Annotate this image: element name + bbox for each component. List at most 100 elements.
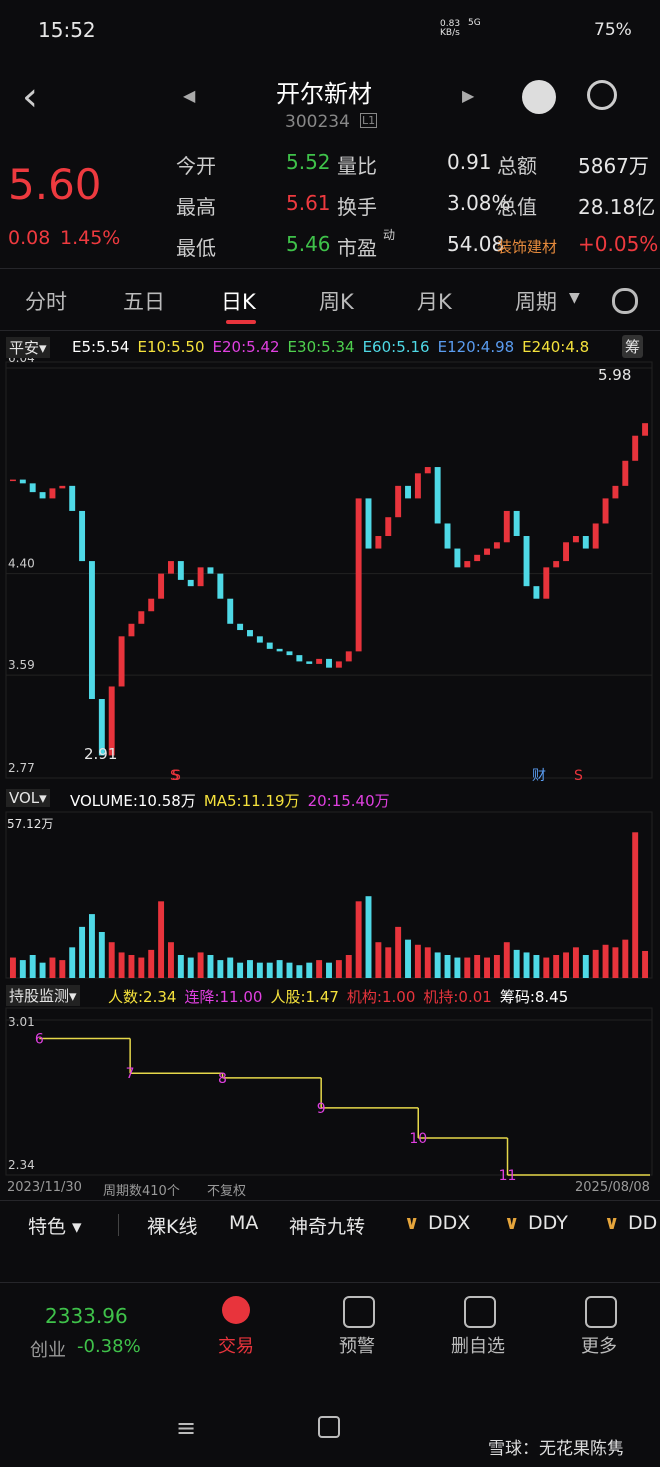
next[interactable]: ▶ bbox=[462, 86, 475, 105]
nav-icon[interactable] bbox=[464, 1296, 496, 1328]
mascot[interactable] bbox=[522, 80, 556, 114]
volume-bar bbox=[138, 957, 145, 978]
volume-bar bbox=[375, 942, 382, 978]
index-change: -0.38% bbox=[77, 1336, 141, 1357]
step-label: 11 bbox=[499, 1168, 517, 1184]
tool[interactable]: 裸K线 bbox=[147, 1216, 198, 1238]
volume-bar bbox=[88, 914, 95, 978]
candle bbox=[345, 651, 352, 662]
volume-bar bbox=[345, 954, 352, 978]
candle bbox=[632, 435, 639, 461]
network: 5G bbox=[468, 18, 481, 28]
tab[interactable]: 周K bbox=[319, 290, 354, 314]
home-key[interactable] bbox=[318, 1416, 340, 1438]
tab[interactable]: 五日 bbox=[123, 290, 165, 314]
selector-text: 持股监测 bbox=[9, 987, 70, 1005]
volume-bar bbox=[434, 952, 441, 978]
volume-bar bbox=[247, 960, 253, 978]
nav-label[interactable]: 交易 bbox=[218, 1336, 254, 1357]
volume-bar bbox=[464, 957, 471, 978]
candle bbox=[39, 492, 46, 499]
stock-name: 开尔新材 bbox=[276, 80, 372, 108]
volume-bar bbox=[207, 954, 214, 978]
tool[interactable]: DDY bbox=[528, 1212, 568, 1234]
nav-label[interactable]: 删自选 bbox=[451, 1336, 505, 1357]
volume-bar bbox=[553, 954, 560, 978]
plot-frame bbox=[5, 1007, 653, 1176]
ma-selector[interactable]: 平安▾ bbox=[6, 337, 50, 358]
candle bbox=[138, 611, 145, 624]
holder-item: 人股:1.47 bbox=[270, 988, 339, 1006]
prev[interactable]: ◀ bbox=[183, 86, 196, 105]
vol-item: VOLUME:10.58万 bbox=[70, 792, 196, 810]
volume-bar bbox=[217, 960, 224, 978]
v-icon: ∨ bbox=[404, 1212, 420, 1234]
stat-label: 总值 bbox=[497, 195, 537, 219]
candle bbox=[49, 488, 56, 499]
ma-item: E30:5.34 bbox=[287, 338, 355, 356]
tab[interactable]: 日K bbox=[221, 290, 256, 314]
stat-value: 54.08 bbox=[447, 232, 505, 256]
volume-bar bbox=[355, 901, 362, 978]
volume-bar bbox=[474, 954, 481, 978]
stat-label: 最高 bbox=[176, 195, 216, 219]
candle bbox=[177, 561, 184, 580]
candle bbox=[88, 561, 95, 700]
stat-value: +0.05% bbox=[578, 232, 659, 256]
x-start: 2023/11/30 bbox=[7, 1180, 82, 1195]
volume-bar bbox=[612, 947, 619, 978]
search[interactable] bbox=[587, 80, 617, 110]
volume-bar bbox=[98, 931, 105, 978]
volume-bar bbox=[197, 952, 204, 978]
volume-bar bbox=[128, 954, 135, 978]
tab[interactable]: 月K bbox=[417, 290, 452, 314]
nav-label[interactable]: 更多 bbox=[581, 1336, 617, 1357]
menu-text: 特色 bbox=[28, 1216, 67, 1238]
volume-bar bbox=[306, 962, 313, 978]
volume-bar bbox=[484, 957, 490, 978]
nav-icon[interactable] bbox=[343, 1296, 375, 1328]
v-icon: ∨ bbox=[504, 1212, 520, 1234]
adjust: 不复权 bbox=[207, 1184, 247, 1199]
candle bbox=[572, 536, 579, 543]
candle bbox=[553, 561, 560, 568]
tool[interactable]: MA bbox=[229, 1212, 259, 1234]
candle bbox=[474, 554, 481, 562]
tab[interactable]: 周期 bbox=[515, 290, 557, 314]
feature-menu[interactable]: 特色 ▾ bbox=[28, 1216, 82, 1238]
tab[interactable]: 分时 bbox=[25, 290, 67, 314]
tool[interactable]: DDX bbox=[428, 1212, 471, 1234]
clock: 15:52 bbox=[38, 18, 96, 42]
ma-legend: E5:5.54 E10:5.50 E20:5.42 E30:5.34 E60:5.16 E… bbox=[72, 338, 597, 356]
candle bbox=[454, 548, 461, 568]
candle bbox=[207, 567, 214, 574]
volume-bar bbox=[19, 960, 26, 978]
signal-marker: S bbox=[170, 768, 179, 784]
candle bbox=[128, 623, 135, 637]
nav-icon[interactable] bbox=[585, 1296, 617, 1328]
tool[interactable]: DD bbox=[628, 1212, 658, 1234]
chip-button[interactable]: 筹 bbox=[622, 335, 644, 358]
tool[interactable]: 神奇九转 bbox=[289, 1216, 366, 1238]
ma-item: E240:4.8 bbox=[522, 338, 590, 356]
candle bbox=[622, 460, 629, 486]
menu-key[interactable]: ≡ bbox=[176, 1414, 197, 1442]
holder-item: 机构:1.00 bbox=[346, 988, 416, 1006]
change: 0.08 bbox=[8, 227, 51, 249]
stat-sup: 动 bbox=[383, 228, 396, 242]
candle bbox=[266, 642, 273, 649]
nav-icon[interactable] bbox=[222, 1296, 250, 1324]
settings[interactable] bbox=[612, 288, 638, 314]
candle bbox=[306, 661, 313, 664]
stat-label: 最低 bbox=[176, 236, 216, 260]
holder-selector[interactable]: 持股监测▾ bbox=[6, 985, 80, 1006]
dropdown: ▼ bbox=[569, 290, 580, 306]
tab-underline bbox=[226, 320, 256, 324]
vol-selector[interactable]: VOL▾ bbox=[6, 789, 50, 807]
volume-bar bbox=[237, 962, 244, 978]
signal-marker: S bbox=[574, 768, 583, 784]
back[interactable]: ‹ bbox=[22, 74, 38, 120]
nav-label[interactable]: 预警 bbox=[339, 1336, 375, 1357]
high-label: 5.98 bbox=[598, 366, 632, 384]
